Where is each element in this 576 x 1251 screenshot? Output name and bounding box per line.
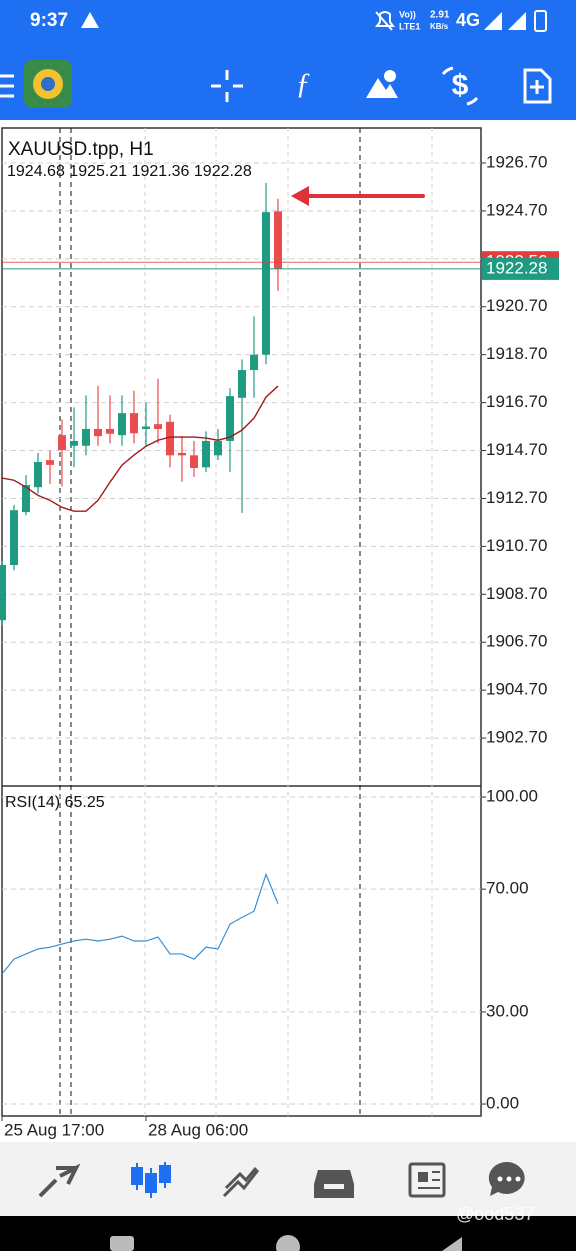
candle-body: [238, 370, 246, 398]
y-tick-label: 1906.70: [486, 632, 547, 651]
candle-body: [226, 396, 234, 441]
candle-body: [202, 440, 210, 468]
watermark: @ood537: [456, 1204, 534, 1224]
nav-news[interactable]: [408, 1162, 446, 1198]
y-tick-label: 70.00: [486, 879, 529, 898]
rsi-value: 65.25: [65, 794, 105, 811]
candle-body: [190, 455, 198, 469]
y-tick-label: 1926.70: [486, 152, 547, 171]
objects-button[interactable]: [366, 70, 398, 98]
candle-body: [34, 462, 42, 488]
status-speed-unit: KB/s: [430, 22, 449, 31]
candle-body: [250, 354, 258, 371]
high-value: 1925.21: [69, 163, 127, 180]
svg-text:ƒ: ƒ: [296, 67, 311, 100]
moving-average: [1, 385, 279, 512]
app-logo: [24, 60, 72, 108]
y-tick-label: 0.00: [486, 1094, 519, 1113]
candle-body: [70, 440, 78, 446]
bid-label-bg: [482, 257, 559, 280]
candle-body: [10, 510, 18, 566]
candle-body: [46, 460, 54, 465]
candle-body: [154, 424, 162, 429]
indicators-button[interactable]: ƒ: [296, 67, 311, 100]
rsi-line: [1, 872, 279, 975]
y-tick-label: 1918.70: [486, 344, 547, 363]
y-tick-label: 1902.70: [486, 728, 547, 747]
status-lte: LTE1: [399, 21, 420, 31]
nav-history[interactable]: [314, 1170, 354, 1198]
y-tick-label: 1914.70: [486, 440, 547, 459]
trade-button[interactable]: $: [441, 66, 479, 106]
y-tick-label: 1910.70: [486, 536, 547, 555]
rsi-name: RSI(14): [5, 794, 60, 811]
nav-quotes[interactable]: [38, 1163, 81, 1198]
y-tick-label: 1904.70: [486, 680, 547, 699]
app-bar: [0, 0, 576, 120]
candle-body: [274, 211, 282, 269]
close-value: 1922.28: [194, 163, 252, 180]
candle-body: [178, 452, 186, 456]
y-tick-label: 30.00: [486, 1001, 529, 1020]
candle-body: [58, 435, 66, 451]
chart-title: XAUUSD.tpp, H1: [8, 139, 154, 160]
bottom-nav: [0, 1142, 576, 1216]
y-tick-label: 100.00: [486, 787, 538, 806]
bid-label: 1922.28: [486, 258, 547, 277]
candle-body: [214, 440, 222, 456]
nav-trade[interactable]: [222, 1167, 260, 1198]
open-value: 1924.68: [7, 163, 65, 180]
ohlc-header: 1924.68 1925.21 1921.36 1922.28: [7, 163, 252, 180]
chart-frame: [1, 127, 482, 1117]
svg-text:$: $: [452, 69, 469, 102]
alert-icon: [81, 12, 99, 28]
nav-chat[interactable]: [488, 1161, 525, 1196]
candle-body: [94, 428, 102, 437]
status-volte: Vo)): [399, 9, 416, 19]
x-tick-label: 28 Aug 06:00: [148, 1120, 248, 1139]
home-button[interactable]: [276, 1235, 300, 1251]
x-tick-label: 25 Aug 17:00: [4, 1120, 104, 1139]
low-value: 1921.36: [132, 163, 190, 180]
rsi-title: RSI(14) 65.25: [5, 794, 105, 811]
period-separators: [59, 128, 361, 1116]
y-tick-label: 1920.70: [486, 296, 547, 315]
candle-body: [262, 212, 270, 355]
candle-body: [22, 485, 30, 513]
y-tick-label: 1924.70: [486, 200, 547, 219]
candle-body: [166, 421, 174, 456]
back-button[interactable]: [442, 1237, 462, 1251]
new-order-button[interactable]: [523, 68, 552, 104]
annotation-arrow: [291, 186, 425, 206]
candle-body: [130, 413, 138, 434]
candle-body: [82, 428, 90, 446]
candle-body: [106, 428, 114, 434]
candle-body: [118, 413, 126, 436]
y-tick-label: 1908.70: [486, 584, 547, 603]
status-icons: Vo)) LTE1 2.91 KB/s 4G: [375, 9, 547, 32]
crosshair-button[interactable]: [211, 70, 243, 102]
y-tick-label: 1916.70: [486, 392, 547, 411]
y-tick-label: 1912.70: [486, 488, 547, 507]
status-network: 4G: [456, 10, 480, 30]
candle-body: [0, 565, 6, 621]
plot: [0, 162, 481, 1105]
recents-button[interactable]: [110, 1236, 134, 1251]
nav-chart[interactable]: [131, 1162, 171, 1198]
menu-button[interactable]: [0, 74, 14, 98]
candle-body: [142, 426, 150, 429]
status-speed: 2.91: [430, 10, 450, 21]
status-time: 9:37: [30, 10, 68, 31]
